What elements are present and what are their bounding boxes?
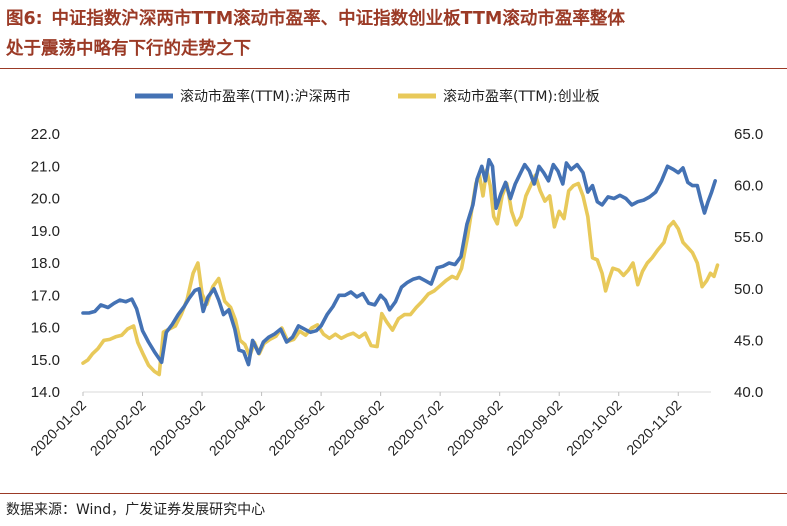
x-axis: 2020-01-022020-02-022020-03-022020-04-02… <box>27 391 711 459</box>
left-tick-label: 19.0 <box>31 223 60 240</box>
right-tick-label: 60.0 <box>734 178 763 195</box>
left-tick-label: 16.0 <box>31 320 60 337</box>
left-tick-label: 22.0 <box>31 126 60 143</box>
right-tick-label: 65.0 <box>734 126 763 143</box>
legend-label-shsz: 滚动市盈率(TTM):沪深两市 <box>180 88 351 105</box>
x-tick-label: 2020-02-02 <box>87 397 149 459</box>
right-tick-label: 45.0 <box>734 332 763 349</box>
data-source: 数据来源：Wind，广发证券发展研究中心 <box>6 502 266 518</box>
x-tick-label: 2020-08-02 <box>444 397 506 459</box>
left-tick-label: 15.0 <box>31 352 60 369</box>
left-tick-label: 18.0 <box>31 255 60 272</box>
left-tick-label: 21.0 <box>31 158 60 175</box>
left-tick-label: 17.0 <box>31 287 60 304</box>
x-tick-label: 2020-03-02 <box>146 397 208 459</box>
x-tick-label: 2020-11-02 <box>623 397 684 458</box>
left-tick-label: 20.0 <box>31 191 60 208</box>
plot-area <box>81 158 720 377</box>
x-tick-label: 2020-01-02 <box>27 397 89 459</box>
source-divider <box>0 493 787 494</box>
figure-title-line-2: 处于震荡中略有下行的走势之下 <box>6 39 251 59</box>
legend-label-gem: 滚动市盈率(TTM):创业板 <box>443 88 600 105</box>
figure-title: 图6: 中证指数沪深两市TTM滚动市盈率、中证指数创业板TTM滚动市盈率整体 处… <box>6 4 782 64</box>
right-tick-label: 55.0 <box>734 229 763 246</box>
x-tick-label: 2020-04-02 <box>206 397 268 459</box>
x-tick-label: 2020-09-02 <box>503 397 565 459</box>
left-tick-label: 14.0 <box>31 384 60 401</box>
left-axis: 14.0 15.0 16.0 17.0 18.0 19.0 20.0 21.0 22.0 <box>31 126 60 401</box>
right-axis: 40.0 45.0 50.0 55.0 60.0 65.0 <box>734 126 763 401</box>
series-line-shsz <box>81 158 718 367</box>
series-line-gem <box>81 168 720 377</box>
figure-title-line-1: 图6: 中证指数沪深两市TTM滚动市盈率、中证指数创业板TTM滚动市盈率整体 <box>6 4 782 34</box>
x-tick-label: 2020-05-02 <box>265 397 327 459</box>
right-tick-label: 50.0 <box>734 281 763 298</box>
right-tick-label: 40.0 <box>734 384 763 401</box>
chart-legend: 滚动市盈率(TTM):沪深两市 滚动市盈率(TTM):创业板 <box>135 88 600 105</box>
x-tick-label: 2020-10-02 <box>563 397 625 459</box>
figure-label: 图6: <box>6 9 43 29</box>
x-tick-label: 2020-06-02 <box>325 397 387 459</box>
title-divider <box>0 68 787 69</box>
x-tick-label: 2020-07-02 <box>384 397 446 459</box>
figure-title-text-1: 中证指数沪深两市TTM滚动市盈率、中证指数创业板TTM滚动市盈率整体 <box>51 9 625 29</box>
